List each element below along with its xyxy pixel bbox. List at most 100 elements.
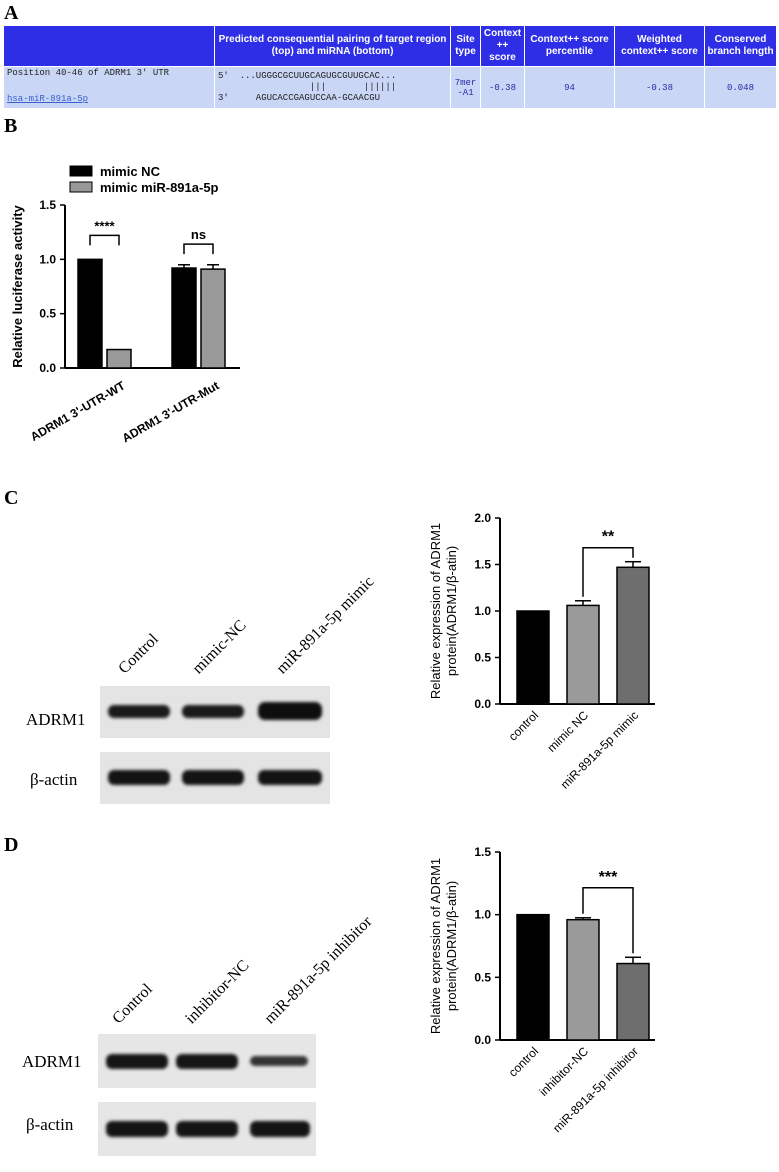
header-empty [3,25,215,67]
significance-label: **** [94,218,115,233]
x-tick-label: control [506,1044,541,1079]
table-row: Position 40-46 of ADRM1 3' UTR hsa-miR-8… [3,66,777,109]
blot-d-row-actin: β-actin [26,1115,74,1134]
band [108,770,170,785]
y-tick-label: 1.5 [474,558,491,572]
panel-letter-b: B [4,115,18,137]
bar [106,348,132,369]
y-tick-label: 2.0 [474,511,491,525]
y-tick-label: 1.0 [474,908,491,922]
blot-d-adrm1 [98,1034,316,1088]
legend-swatch [69,181,93,193]
y-axis-label: protein(ADRM1/β-atin) [444,881,459,1011]
adrm1-mimic-chart: 0.0 0.5 1.0 1.5 2.0 Relative expression of AD… [428,511,655,792]
bar [171,267,197,369]
band [258,702,322,720]
y-axis-label: Relative expression of ADRM1 [428,858,443,1034]
legend-label: mimic NC [100,164,161,179]
band [182,770,244,785]
significance-bracket [582,887,634,954]
blot-c-lane-mimic-nc: mimic-NC [189,616,250,678]
y-axis-label: protein(ADRM1/β-atin) [444,546,459,676]
y-axis-label: Relative expression of ADRM1 [428,523,443,699]
bar [77,258,103,369]
header-pairing: Predicted consequential pairing of targe… [214,25,451,67]
significance-label: *** [599,869,618,886]
pairing-mid: ||| |||||| [218,82,397,92]
branch-length-cell: 0.048 [704,66,777,109]
targetscan-table: Predicted consequential pairing of targe… [3,25,777,109]
blot-c-lane-mir-mimic: miR-891a-5p mimic [273,573,378,678]
blot-c-lane-control: Control [115,630,162,678]
significance-bracket [89,234,120,246]
blot-c-row-adrm1: ADRM1 [26,710,86,729]
header-percentile: Context++ score percentile [524,25,615,67]
x-tick-label: miR-891a-5p inhibitor [550,1044,641,1135]
site-type-cell: 7mer -A1 [450,66,481,109]
blot-c-actin [100,752,330,804]
y-tick-label: 1.0 [39,252,56,266]
weighted-cell: -0.38 [614,66,705,109]
percentile-cell: 94 [524,66,615,109]
significance-label: ** [602,529,615,546]
legend-label: mimic miR-891a-5p [100,180,219,195]
header-branch-length: Conserved branch length [704,25,777,67]
blot-d-lane-mir-inhibitor: miR-891a-5p inhibitor [261,913,376,1028]
x-tick-label: ADRM1 3'-UTR-Mut [120,378,222,445]
blot-d-lane-inhibitor-nc: inhibitor-NC [182,957,253,1028]
significance-bracket [582,546,634,597]
mirna-link[interactable]: hsa-miR-891a-5p [7,94,89,104]
header-weighted: Weighted context++ score [614,25,705,67]
blot-c-row-actin: β-actin [30,770,78,789]
table-header-row: Predicted consequential pairing of targe… [3,25,777,67]
bar [516,913,550,1041]
y-tick-label: 0.0 [39,361,56,375]
blot-d-row-adrm1: ADRM1 [22,1052,82,1071]
band [106,1054,168,1069]
band [108,705,170,718]
band [182,705,244,718]
blot-d-actin [98,1102,316,1156]
band [250,1121,310,1137]
bar [616,962,650,1041]
panel-letter-d: D [4,834,19,856]
bar [616,566,650,705]
position-text: Position 40-46 of ADRM1 3' UTR [7,68,170,78]
bar [566,918,600,1041]
significance-bracket [183,243,214,255]
blot-c-adrm1 [100,686,330,738]
x-tick-label: ADRM1 3'-UTR-WT [28,378,128,444]
pairing-bottom: 3' AGUCACCGAGUCCAA-GCAACGU [218,93,381,103]
position-cell: Position 40-46 of ADRM1 3' UTR hsa-miR-8… [3,66,215,109]
y-tick-label: 1.5 [39,198,56,212]
x-tick-label: mimic NC [544,708,591,755]
header-context-score: Context ++ score [480,25,525,67]
y-tick-label: 0.0 [474,1033,491,1047]
y-tick-label: 0.5 [474,970,491,984]
pairing-top: 5' ...UGGGCGCUUGCAGUGCGUUGCAC... [218,71,397,81]
bar [200,268,226,369]
bar [516,610,550,705]
luciferase-chart: 0.0 0.5 1.0 1.5 Relative luciferase activity… [10,164,240,445]
band [250,1056,308,1066]
band [106,1121,168,1137]
panel-letter-a: A [4,2,19,24]
band [176,1121,238,1137]
y-tick-label: 1.0 [474,604,491,618]
panel-letter-c: C [4,487,19,509]
y-axis-label: Relative luciferase activity [10,204,25,367]
y-tick-label: 1.5 [474,845,491,859]
band [258,770,322,785]
bar [566,604,600,705]
y-tick-label: 0.0 [474,697,491,711]
legend-swatch [69,165,93,177]
y-tick-label: 0.5 [39,307,56,321]
adrm1-inhibitor-chart: 0.0 0.5 1.0 1.5 Relative expression of ADRM1… [428,845,655,1135]
blot-d-lane-control: Control [109,980,156,1028]
context-score-cell: -0.38 [480,66,525,109]
y-tick-label: 0.5 [474,651,491,665]
x-tick-label: control [506,708,541,743]
x-tick-label: inhibitor-NC [536,1044,591,1099]
band [176,1054,238,1069]
pairing-cell: 5' ...UGGGCGCUUGCAGUGCGUUGCAC... ||| |||… [214,66,451,109]
